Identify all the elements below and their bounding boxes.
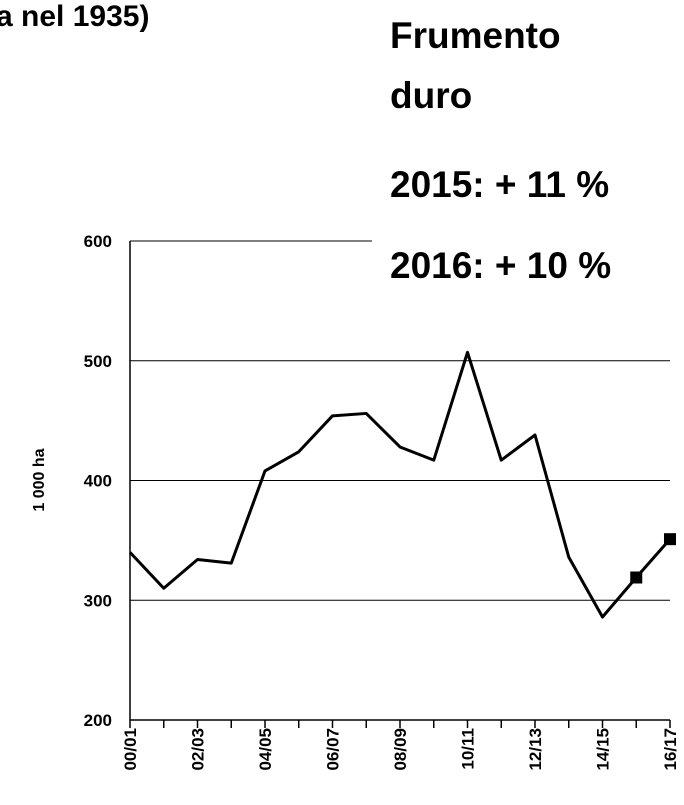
line bbox=[128, 350, 672, 619]
y-tick-label: 300 bbox=[84, 591, 112, 610]
y-axis-label: 1 000 ha bbox=[31, 448, 48, 511]
x-tick-label: 06/07 bbox=[324, 728, 343, 771]
x-tick-label: 10/11 bbox=[459, 728, 478, 770]
y-tick-label: 200 bbox=[84, 711, 112, 730]
x-tick-label: 16/17 bbox=[661, 728, 680, 771]
annotation: Frumento bbox=[390, 15, 561, 56]
x-tick-label: 08/09 bbox=[391, 728, 410, 771]
x-tick-label: 04/05 bbox=[256, 728, 275, 771]
y-tick-label: 500 bbox=[84, 352, 112, 371]
cropped-title: a nel 1935) bbox=[0, 0, 149, 33]
y-tick-label: 400 bbox=[84, 472, 112, 491]
annotation: duro bbox=[390, 75, 472, 116]
label-background bbox=[372, 225, 684, 287]
y-tick-label: 600 bbox=[84, 232, 112, 251]
marker bbox=[630, 571, 643, 584]
annotation: 2015: + 11 % bbox=[390, 164, 609, 205]
x-tick-label: 00/01 bbox=[121, 728, 140, 771]
x-tick-label: 12/13 bbox=[526, 728, 545, 771]
annotation: 2016: + 10 % bbox=[390, 245, 611, 286]
marker bbox=[664, 533, 676, 546]
x-tick-label: 02/03 bbox=[189, 728, 208, 771]
x-tick-label: 14/15 bbox=[594, 728, 613, 771]
